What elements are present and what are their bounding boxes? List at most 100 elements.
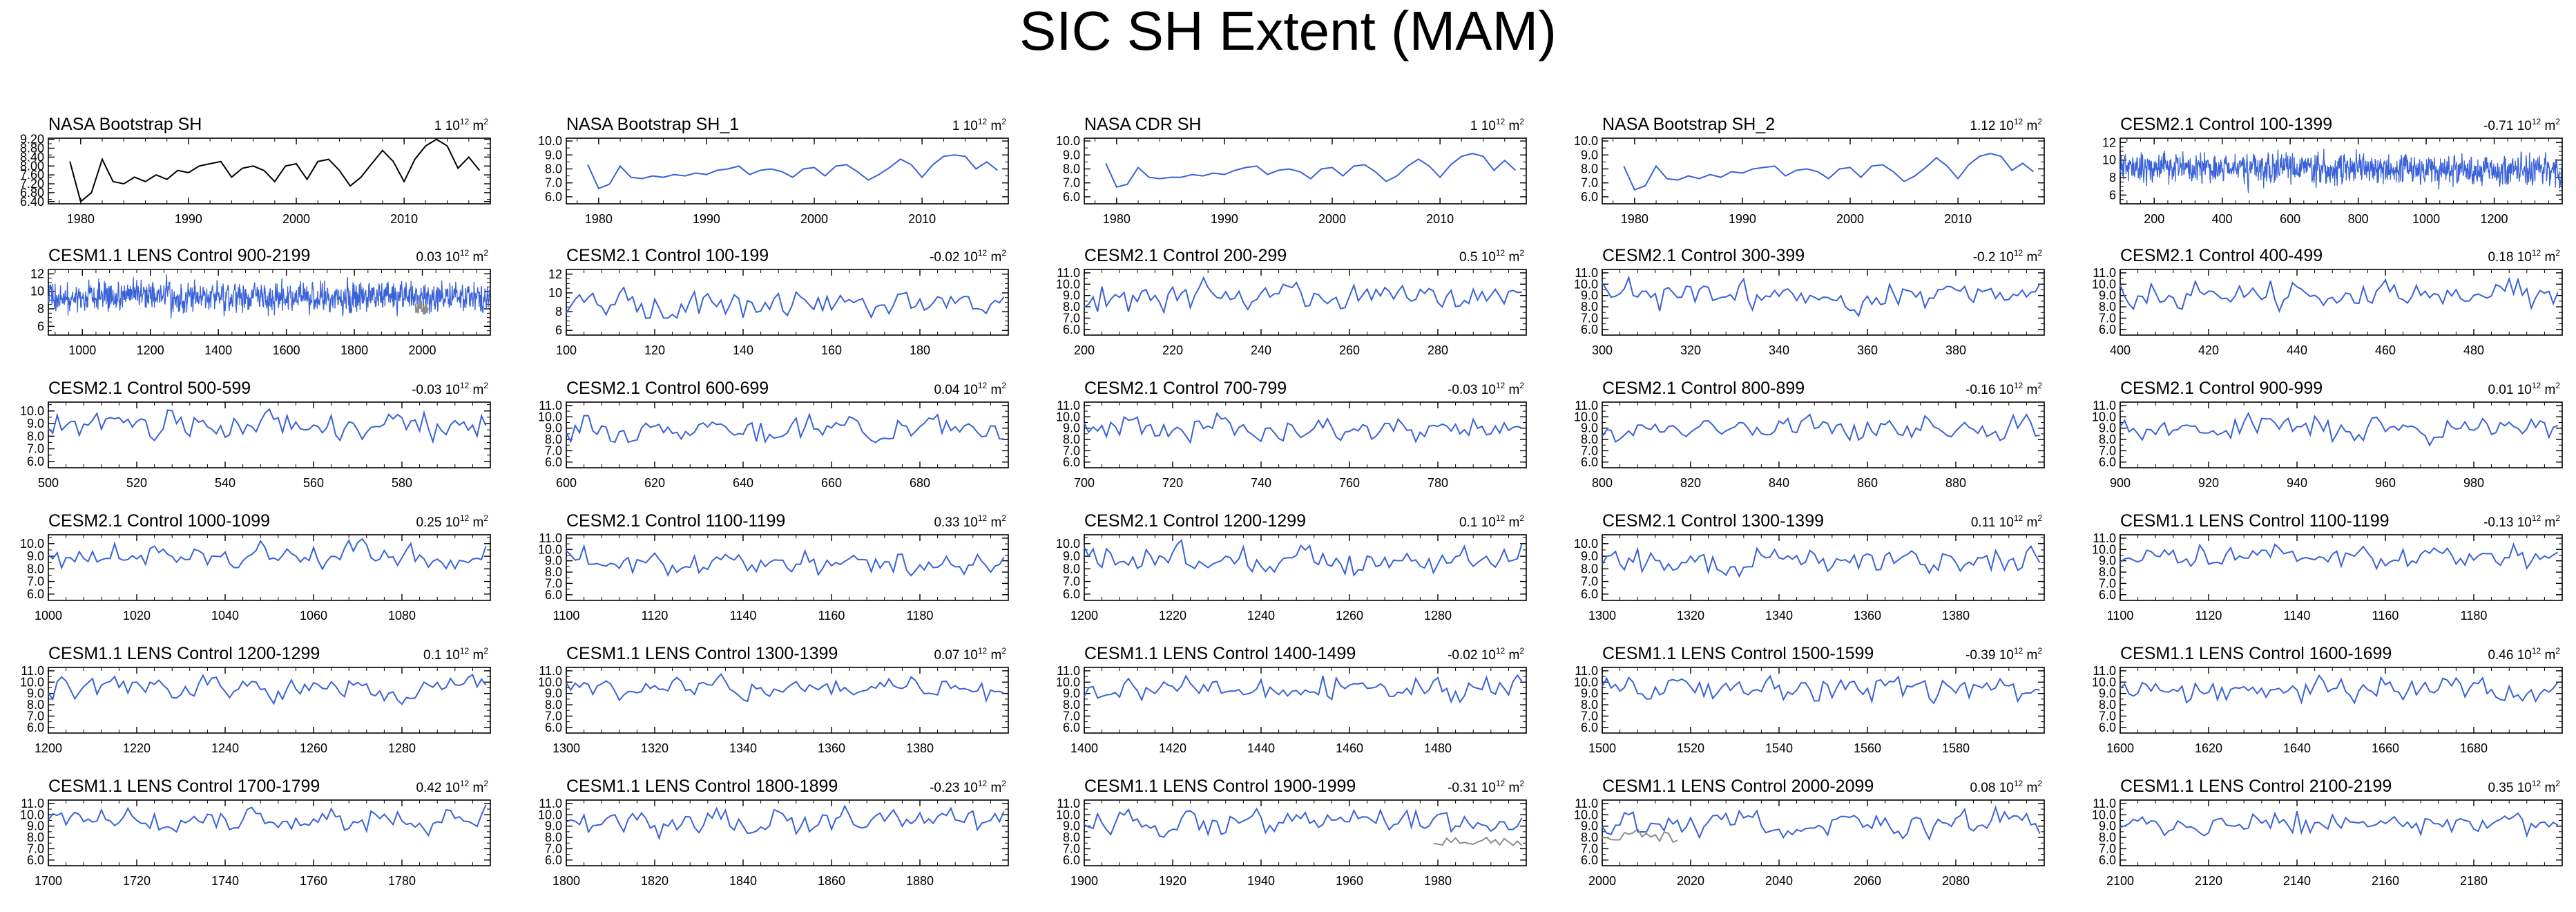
y-tick-label: 6.0: [1063, 190, 1080, 204]
chart-panel-11: CESM2.1 Control 600-699 0.04 1012 m2 11.01…: [538, 379, 1009, 490]
panel-frame: [1084, 269, 1527, 336]
x-tick-label: 2140: [2283, 874, 2311, 888]
y-tick-label: 8.40: [20, 150, 44, 164]
panel-frame: [2120, 534, 2563, 601]
y-tick-label: 8.00: [20, 159, 44, 173]
y-tick-label: 10.0: [1574, 675, 1598, 689]
y-tick-label: 11.0: [2093, 664, 2116, 678]
x-tick-label: 1600: [273, 343, 300, 357]
panel-title: CESM2.1 Control 1100-1199: [566, 511, 785, 531]
series-line: [1602, 544, 2041, 578]
y-tick-label: 6.0: [1063, 587, 1080, 601]
y-tick-label: 11.0: [539, 531, 562, 545]
y-tick-label: 12: [548, 267, 562, 281]
x-tick-label: 1100: [553, 609, 580, 623]
x-tick-label: 2080: [1942, 874, 1970, 888]
y-tick-label: 8.0: [1063, 433, 1080, 446]
y-tick-label: 7.0: [1581, 709, 1598, 723]
chart-panel-6: CESM2.1 Control 100-199 -0.02 1012 m2 12 10…: [548, 246, 1009, 357]
panel-trend: 0.42 1012 m2: [416, 779, 488, 795]
chart-panel-28: CESM1.1 LENS Control 2000-2099 0.08 1012 …: [1574, 777, 2045, 888]
series-line: [2120, 542, 2559, 571]
chart-panel-15: CESM2.1 Control 1000-1099 0.25 1012 m2 10.…: [20, 511, 491, 623]
y-tick-label: 8: [2109, 171, 2116, 184]
y-tick-label: 9.0: [2099, 687, 2116, 701]
y-tick-label: 6.0: [1063, 323, 1080, 336]
y-tick-label: 8.0: [545, 162, 562, 175]
panel-trend: -0.16 1012 m2: [1965, 381, 2042, 397]
x-tick-label: 1180: [2461, 609, 2488, 623]
y-tick-label: 10.0: [1056, 537, 1080, 551]
panel-frame: [566, 667, 1009, 734]
y-tick-label: 9.0: [2099, 421, 2116, 435]
panel-title: CESM1.1 LENS Control 1200-1299: [48, 644, 320, 663]
y-tick-label: 9.0: [1063, 289, 1080, 303]
y-tick-label: 10.0: [538, 410, 562, 424]
x-tick-label: 1080: [388, 609, 416, 623]
y-tick-label: 10.0: [20, 404, 44, 418]
panel-title: CESM1.1 LENS Control 1600-1699: [2120, 644, 2392, 663]
y-tick-label: 8.0: [545, 565, 562, 579]
x-tick-label: 1040: [211, 609, 239, 623]
x-tick-label: 540: [215, 476, 236, 490]
x-tick-label: 1160: [2372, 609, 2399, 623]
x-tick-label: 1020: [123, 609, 151, 623]
panel-frame: [1084, 667, 1527, 734]
x-tick-label: 1940: [1247, 874, 1275, 888]
y-tick-label: 8: [555, 305, 562, 319]
y-tick-label: 9.0: [545, 687, 562, 701]
x-tick-label: 1280: [1424, 609, 1452, 623]
chart-panel-13: CESM2.1 Control 800-899 -0.16 1012 m2 11.0…: [1574, 379, 2045, 490]
x-tick-label: 1060: [300, 609, 327, 623]
x-tick-label: 840: [1769, 476, 1789, 490]
chart-panel-21: CESM1.1 LENS Control 1300-1399 0.07 1012 …: [538, 644, 1009, 755]
x-tick-label: 640: [733, 476, 753, 490]
x-tick-label: 1400: [1070, 741, 1098, 755]
panel-title: NASA CDR SH: [1084, 115, 1201, 134]
x-tick-label: 220: [1162, 343, 1183, 357]
panel-trend: -0.39 1012 m2: [1965, 646, 2042, 663]
y-tick-label: 9.0: [545, 148, 562, 162]
y-tick-label: 6.0: [1581, 323, 1598, 336]
x-tick-label: 2010: [390, 212, 418, 226]
y-tick-label: 6.0: [1581, 587, 1598, 601]
x-tick-label: 1580: [1942, 741, 1970, 755]
y-tick-label: 6.0: [27, 853, 44, 867]
y-tick-label: 6.40: [20, 195, 44, 209]
y-tick-label: 10.0: [1056, 808, 1080, 821]
y-tick-label: 10.0: [538, 675, 562, 689]
x-tick-label: 1420: [1159, 741, 1186, 755]
y-tick-label: 9.0: [1063, 148, 1080, 162]
y-tick-label: 10.0: [1056, 410, 1080, 424]
chart-panel-25: CESM1.1 LENS Control 1700-1799 0.42 1012 …: [20, 777, 491, 888]
y-tick-label: 9.0: [1581, 687, 1598, 701]
panel-title: CESM2.1 Control 1200-1299: [1084, 511, 1306, 531]
panel-title: CESM2.1 Control 100-1399: [2120, 115, 2332, 134]
y-tick-label: 7.0: [1581, 311, 1598, 325]
panel-title: CESM2.1 Control 900-999: [2120, 379, 2323, 398]
chart-panel-16: CESM2.1 Control 1100-1199 0.33 1012 m2 11.…: [538, 511, 1009, 623]
y-tick-label: 11.0: [539, 399, 562, 412]
panel-trend: 0.03 1012 m2: [416, 248, 488, 265]
series-line: [566, 543, 1005, 577]
x-tick-label: 2000: [282, 212, 310, 226]
series-line: [1105, 153, 1517, 188]
panel-frame: [2120, 799, 2563, 866]
series-line: [2120, 149, 2563, 193]
series-line: [2120, 674, 2559, 705]
panel-frame: [48, 534, 491, 601]
y-tick-label: 8.0: [1063, 162, 1080, 175]
series-line: [1602, 413, 2040, 443]
x-tick-label: 1800: [552, 874, 580, 888]
y-tick-label: 7.0: [2099, 444, 2116, 457]
x-tick-label: 360: [1857, 343, 1878, 357]
chart-panel-26: CESM1.1 LENS Control 1800-1899 -0.23 1012…: [538, 777, 1009, 888]
panel-frame: [1602, 667, 2045, 734]
panel-trend: -0.2 1012 m2: [1973, 248, 2043, 265]
x-tick-label: 1300: [1588, 609, 1616, 623]
x-tick-label: 2000: [1318, 212, 1346, 226]
x-tick-label: 1980: [1621, 212, 1649, 226]
chart-panel-27: CESM1.1 LENS Control 1900-1999 -0.31 1012…: [1056, 777, 1527, 888]
y-tick-label: 8.0: [27, 429, 44, 443]
x-tick-label: 1620: [2195, 741, 2222, 755]
